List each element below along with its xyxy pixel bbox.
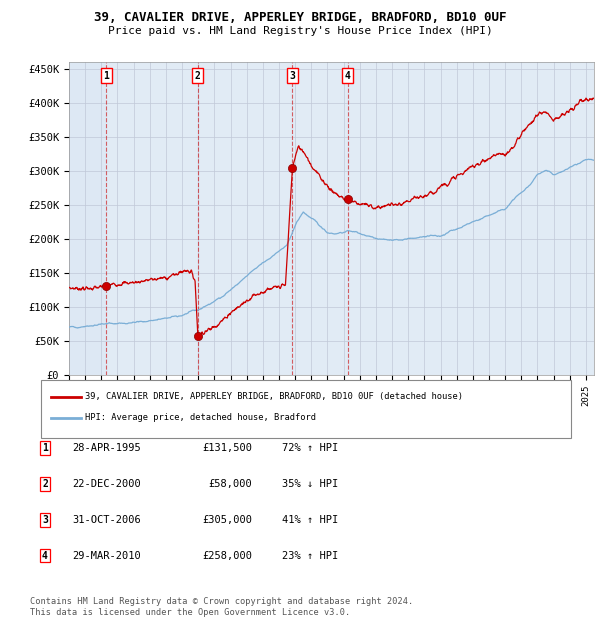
Text: 35% ↓ HPI: 35% ↓ HPI xyxy=(282,479,338,489)
Point xyxy=(193,330,203,340)
Text: Contains HM Land Registry data © Crown copyright and database right 2024.
This d: Contains HM Land Registry data © Crown c… xyxy=(30,598,413,617)
Text: 3: 3 xyxy=(42,515,48,525)
Bar xyxy=(292,62,347,375)
Text: HPI: Average price, detached house, Bradford: HPI: Average price, detached house, Brad… xyxy=(85,413,316,422)
Bar xyxy=(69,62,106,375)
Text: 22-DEC-2000: 22-DEC-2000 xyxy=(72,479,141,489)
Text: 72% ↑ HPI: 72% ↑ HPI xyxy=(282,443,338,453)
Text: 1: 1 xyxy=(104,71,109,81)
Point xyxy=(287,162,297,172)
Text: 1: 1 xyxy=(42,443,48,453)
Text: 4: 4 xyxy=(345,71,350,81)
Text: 2: 2 xyxy=(42,479,48,489)
Bar xyxy=(347,62,594,375)
Text: £305,000: £305,000 xyxy=(202,515,252,525)
Text: 29-MAR-2010: 29-MAR-2010 xyxy=(72,551,141,560)
Text: 3: 3 xyxy=(289,71,295,81)
Text: 2: 2 xyxy=(195,71,200,81)
Text: 23% ↑ HPI: 23% ↑ HPI xyxy=(282,551,338,560)
Text: 39, CAVALIER DRIVE, APPERLEY BRIDGE, BRADFORD, BD10 0UF (detached house): 39, CAVALIER DRIVE, APPERLEY BRIDGE, BRA… xyxy=(85,392,463,401)
Text: 28-APR-1995: 28-APR-1995 xyxy=(72,443,141,453)
Text: 31-OCT-2006: 31-OCT-2006 xyxy=(72,515,141,525)
Text: £58,000: £58,000 xyxy=(208,479,252,489)
Bar xyxy=(198,62,292,375)
Point xyxy=(101,281,111,291)
Text: 41% ↑ HPI: 41% ↑ HPI xyxy=(282,515,338,525)
Text: 39, CAVALIER DRIVE, APPERLEY BRIDGE, BRADFORD, BD10 0UF: 39, CAVALIER DRIVE, APPERLEY BRIDGE, BRA… xyxy=(94,11,506,24)
Text: £258,000: £258,000 xyxy=(202,551,252,560)
Text: £131,500: £131,500 xyxy=(202,443,252,453)
Bar xyxy=(106,62,198,375)
Bar xyxy=(69,62,106,375)
Text: 4: 4 xyxy=(42,551,48,560)
Text: Price paid vs. HM Land Registry's House Price Index (HPI): Price paid vs. HM Land Registry's House … xyxy=(107,26,493,36)
Point xyxy=(343,195,352,205)
